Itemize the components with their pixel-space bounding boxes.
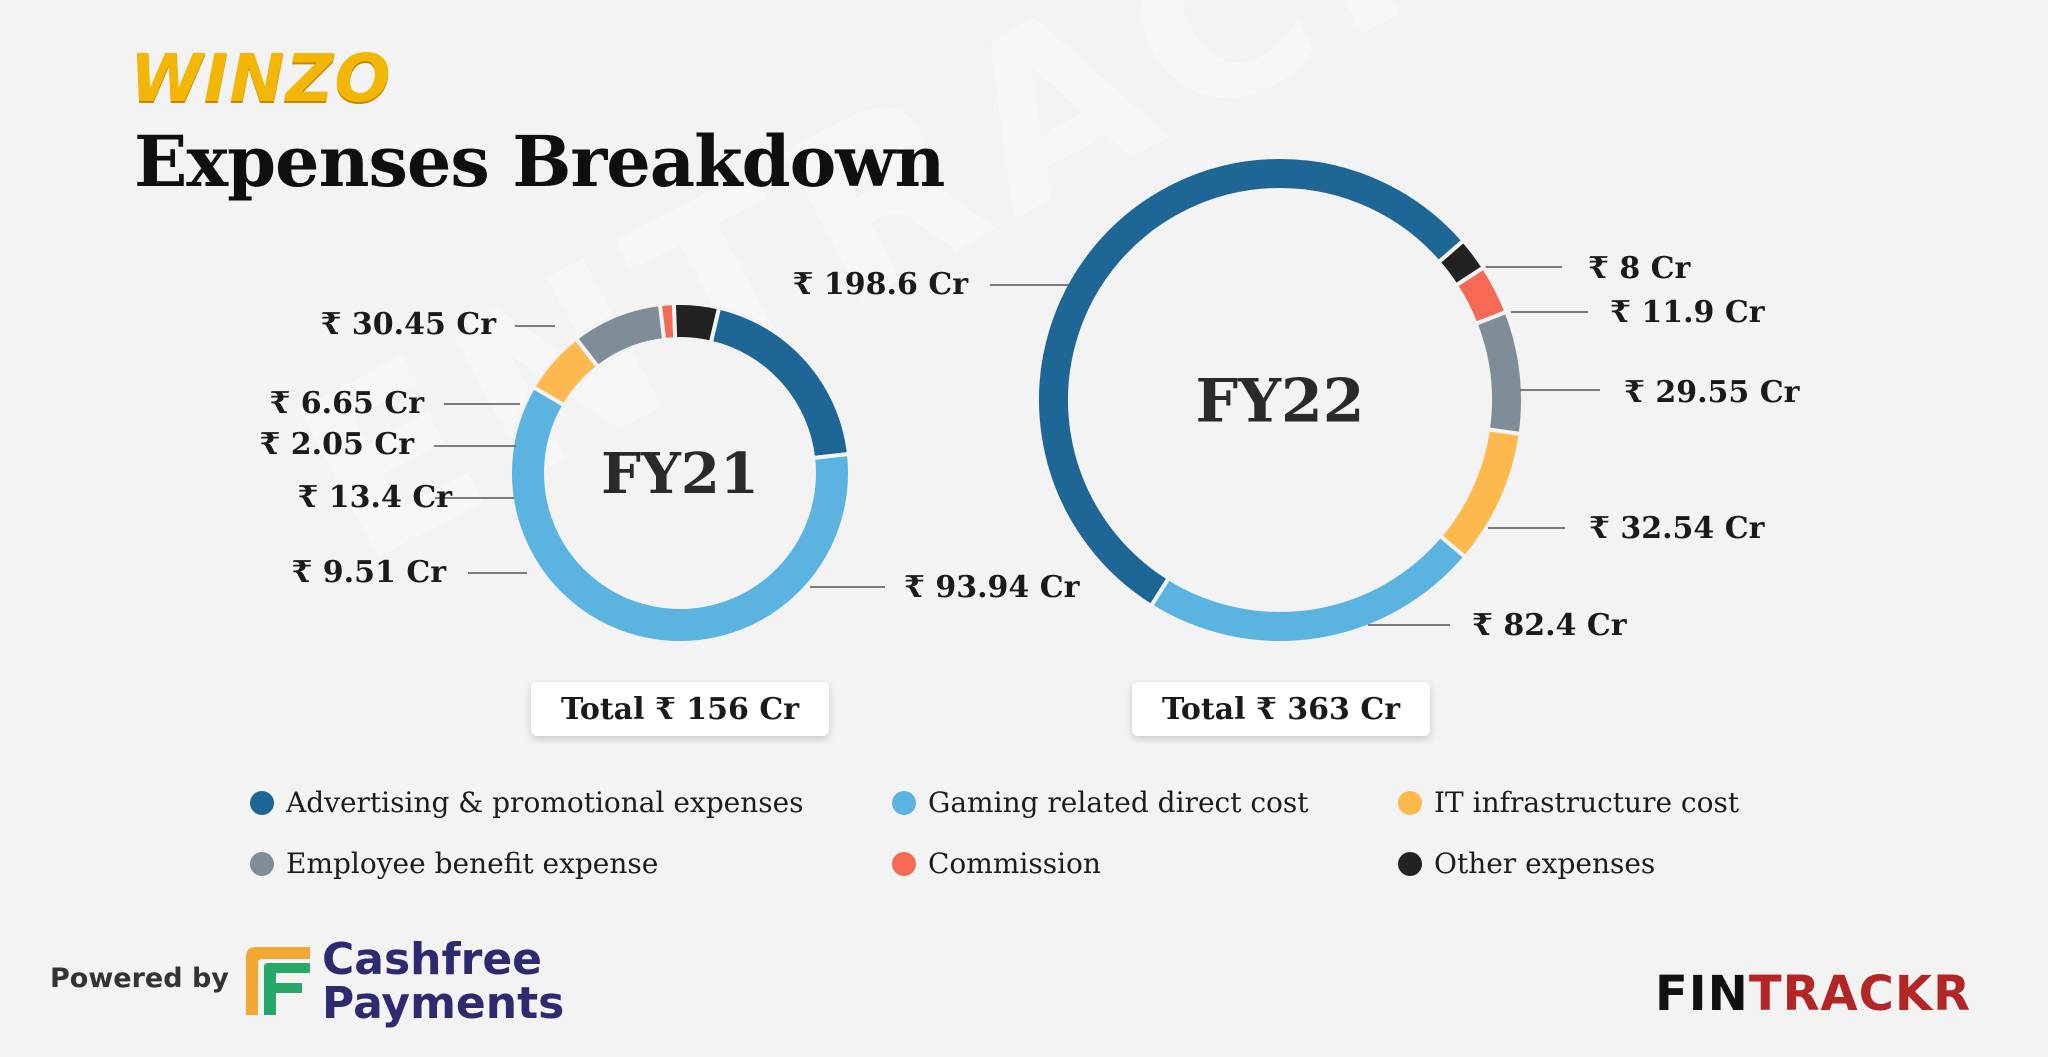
- data-label: ₹ 82.4 Cr: [1472, 608, 1628, 643]
- cashfree-line1: Cashfree: [322, 934, 543, 985]
- donut-slice: [1034, 155, 1467, 609]
- legend-label: IT infrastructure cost: [1434, 786, 1740, 819]
- legend-label: Gaming related direct cost: [928, 786, 1309, 819]
- cashfree-logo-icon: [246, 947, 310, 1015]
- donut-slice: [573, 301, 667, 370]
- data-label: ₹ 9.51 Cr: [291, 555, 447, 590]
- legend-item-employee: Employee benefit expense: [250, 847, 658, 880]
- donut-slice: [671, 301, 722, 346]
- data-label: ₹ 29.55 Cr: [1624, 375, 1801, 410]
- fy21-total-badge: Total ₹ 156 Cr: [531, 682, 829, 736]
- donut-slice: [1473, 309, 1525, 437]
- winzo-logo: WINZO: [130, 40, 392, 117]
- legend-swatch: [892, 790, 916, 815]
- data-label: ₹ 8 Cr: [1588, 251, 1692, 286]
- fintrackr-logo-part2: TRACKR: [1748, 966, 1972, 1022]
- donut-slice: [1437, 427, 1523, 561]
- powered-by-label: Powered by: [50, 963, 229, 994]
- legend: Advertising & promotional expenses Gamin…: [250, 786, 1810, 916]
- legend-item-commission: Commission: [892, 847, 1101, 880]
- legend-swatch: [1398, 851, 1422, 876]
- donut-fy22: ₹ 8 Cr ₹ 11.9 Cr ₹ 29.55 Cr ₹ 32.54 Cr ₹ 82.…: [793, 155, 1801, 645]
- donut-slice: [1148, 533, 1469, 645]
- data-label: ₹ 13.4 Cr: [297, 480, 453, 515]
- legend-item-advertising: Advertising & promotional expenses: [250, 786, 804, 819]
- legend-label: Commission: [928, 847, 1101, 880]
- legend-label: Other expenses: [1434, 847, 1656, 880]
- legend-swatch: [1398, 790, 1422, 815]
- data-label: ₹ 30.45 Cr: [321, 307, 498, 342]
- legend-item-other: Other expenses: [1398, 847, 1655, 880]
- fintrackr-logo: FINTRACKR: [1655, 966, 1971, 1022]
- data-label: ₹ 32.54 Cr: [1589, 511, 1766, 546]
- data-label: ₹ 6.65 Cr: [269, 386, 425, 421]
- page-title: Expenses Breakdown: [134, 120, 945, 203]
- cashfree-line2: Payments: [322, 978, 565, 1029]
- donut-slice: [708, 305, 852, 461]
- fy22-total-badge: Total ₹ 363 Cr: [1132, 682, 1430, 736]
- donut-fy21: ₹ 30.45 Cr ₹ 93.94 Cr ₹ 9.51 Cr ₹ 13.4 Cr ₹ …: [259, 301, 1081, 645]
- fintrackr-logo-part1: FIN: [1655, 966, 1749, 1022]
- legend-label: Employee benefit expense: [286, 847, 659, 880]
- legend-item-gaming: Gaming related direct cost: [892, 786, 1309, 819]
- legend-label: Advertising & promotional expenses: [286, 786, 804, 819]
- center-label: FY21: [601, 441, 759, 507]
- data-label: ₹ 93.94 Cr: [904, 570, 1081, 605]
- donut-slice: [508, 384, 852, 645]
- legend-swatch: [250, 790, 274, 815]
- data-label: ₹ 11.9 Cr: [1610, 295, 1766, 330]
- cashfree-wordmark: Cashfree Payments: [322, 938, 564, 1026]
- center-label: FY22: [1196, 367, 1365, 437]
- legend-swatch: [892, 851, 916, 876]
- data-label: ₹ 2.05 Cr: [259, 427, 415, 462]
- legend-item-it-infra: IT infrastructure cost: [1398, 786, 1739, 819]
- data-label: ₹ 198.6 Cr: [793, 267, 970, 302]
- legend-swatch: [250, 851, 274, 876]
